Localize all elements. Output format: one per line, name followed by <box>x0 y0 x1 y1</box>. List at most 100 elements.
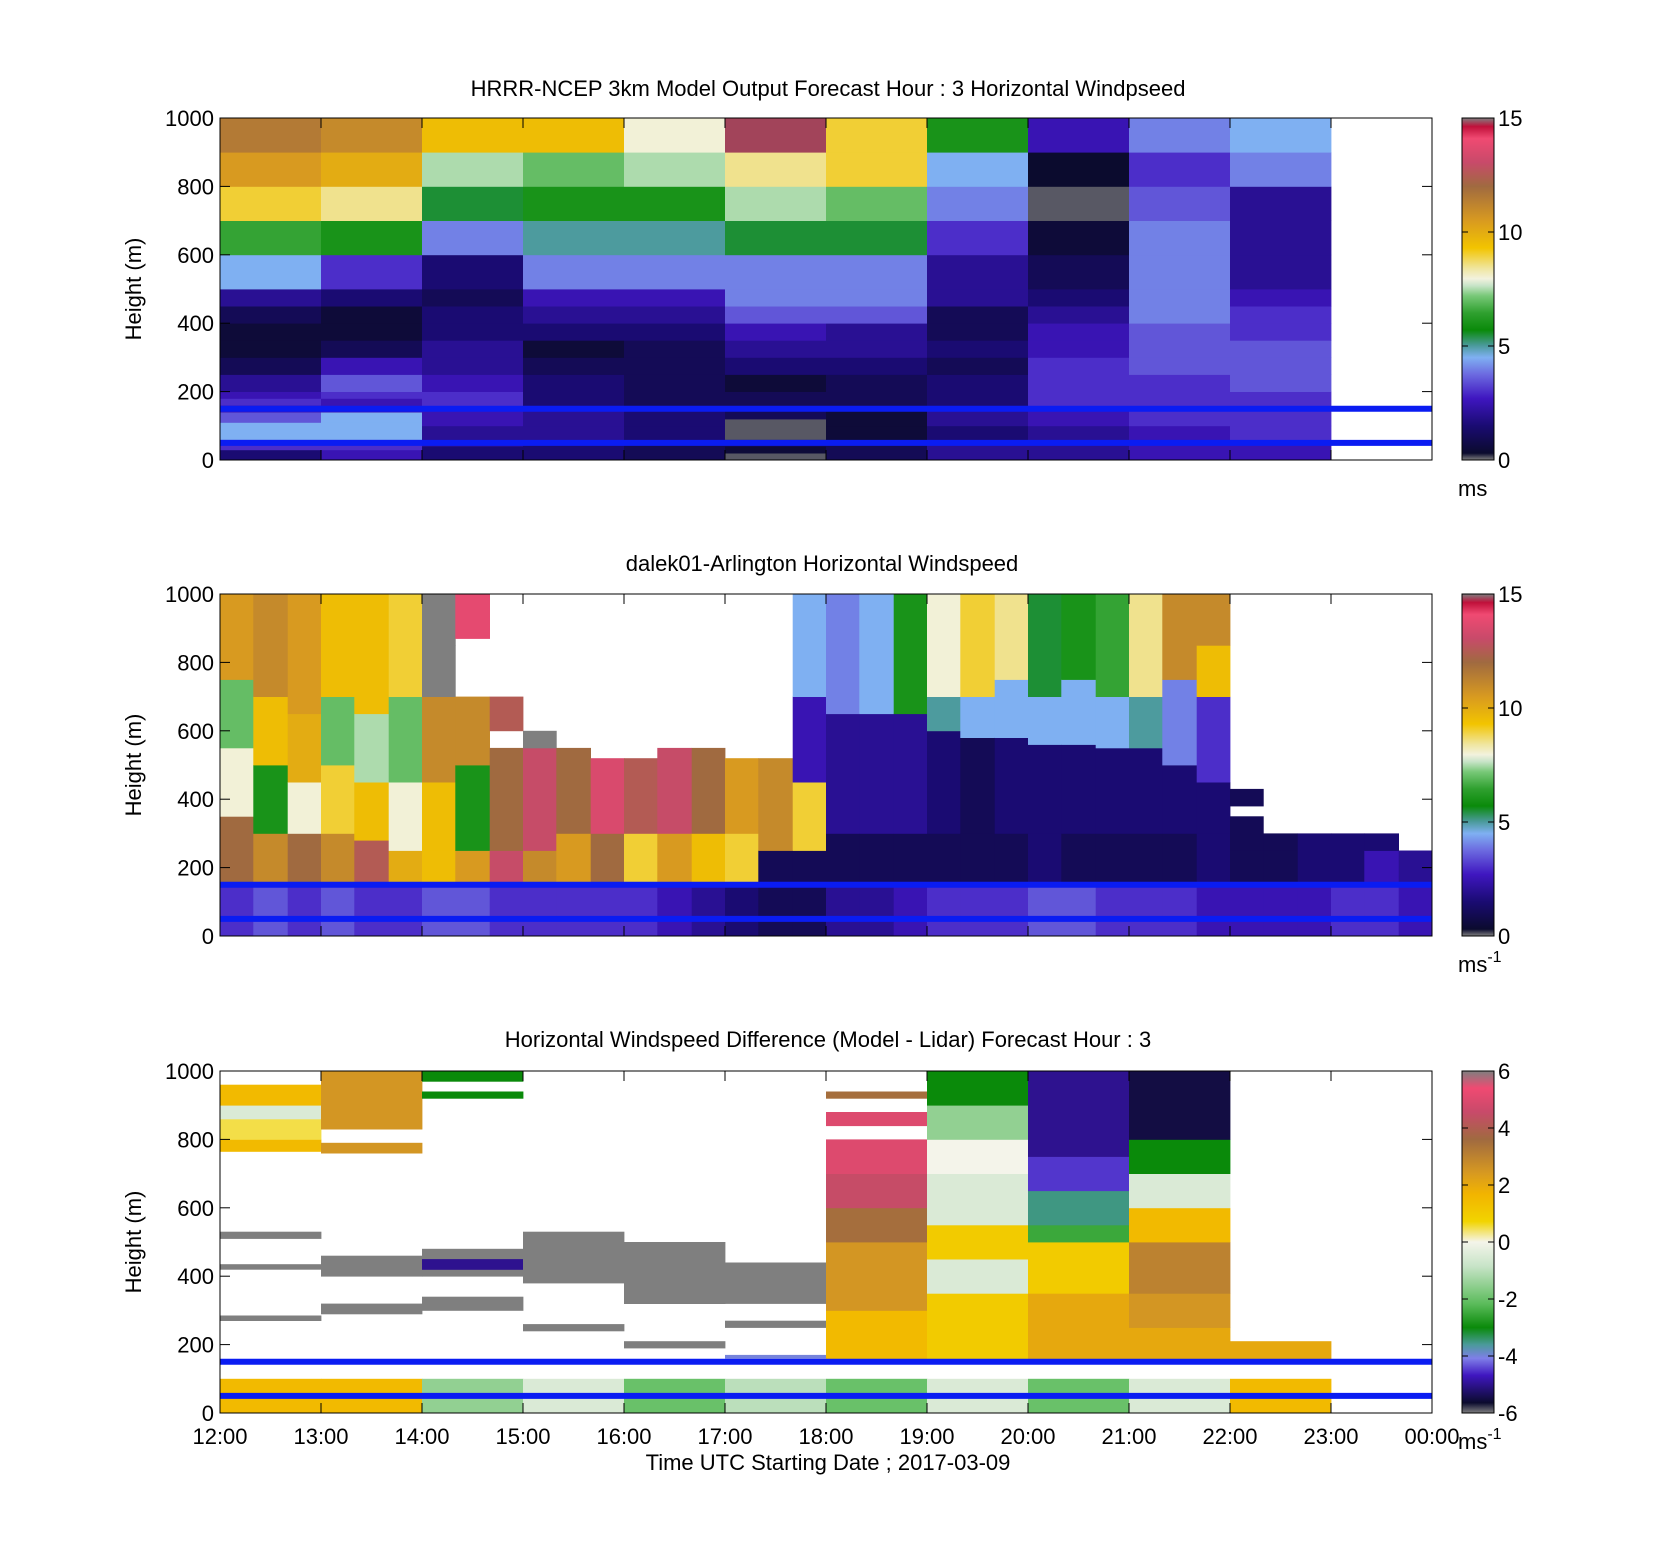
colorbar-tick-label: 10 <box>1498 696 1522 721</box>
y-tick-label: 400 <box>177 1264 214 1289</box>
heatmap-cell <box>321 289 423 307</box>
heatmap-cell <box>422 306 524 324</box>
panel-title: Horizontal Windspeed Difference (Model -… <box>505 1027 1151 1052</box>
heatmap-cell <box>422 323 524 341</box>
heatmap-cell <box>321 306 423 324</box>
heatmap-cell <box>422 850 456 886</box>
y-tick-label: 600 <box>177 719 214 744</box>
colorbar-tick-label: 0 <box>1498 1230 1510 1255</box>
heatmap-cell <box>893 594 928 715</box>
heatmap-cell <box>422 1071 524 1082</box>
heatmap-cell <box>1129 1242 1231 1294</box>
heatmap-cell <box>523 730 557 749</box>
heatmap-cell <box>1364 884 1399 937</box>
heatmap-cell <box>1196 884 1231 937</box>
heatmap-cell <box>960 833 995 886</box>
heatmap-cell <box>1028 340 1130 358</box>
heatmap-cell <box>624 186 726 221</box>
heatmap-cell <box>1129 594 1163 697</box>
heatmap-cell <box>220 152 322 187</box>
heatmap-cell <box>792 594 827 697</box>
heatmap-cell <box>624 306 726 324</box>
heatmap-cell <box>253 884 288 937</box>
heatmap-cell <box>422 408 524 427</box>
x-axis-ticks: 12:00 13:00 14:00 15:00 16:00 17:00 18:00 19:00… <box>192 1071 1460 1449</box>
x-tick-label: 20:00 <box>1000 1424 1055 1449</box>
heatmap-cell <box>1028 833 1062 886</box>
heatmap-cell <box>388 782 423 851</box>
heatmap-cell <box>1028 118 1130 153</box>
colorbar-gradient <box>1461 593 1495 937</box>
heatmap-cell <box>624 374 726 392</box>
x-tick-label: 15:00 <box>495 1424 550 1449</box>
heatmap-cell <box>826 220 928 256</box>
heatmap-cell <box>556 884 591 937</box>
heatmap-cell <box>960 696 995 738</box>
colorbar: 0 5 10 15 ms <box>1458 106 1522 501</box>
heatmap-cell <box>1230 289 1332 307</box>
heatmap-cell <box>220 186 322 221</box>
heatmap-cell <box>1028 1293 1130 1363</box>
heatmap-cell <box>927 254 1029 290</box>
heatmap-cell <box>927 442 1029 461</box>
heatmap-cell <box>826 1173 928 1209</box>
heatmap-cell <box>321 696 355 766</box>
heatmap-cell <box>220 747 254 817</box>
heatmap-cell <box>523 340 625 358</box>
heatmap-cell <box>422 425 524 440</box>
heatmap-cell <box>927 696 961 732</box>
heatmap-cell <box>523 186 625 221</box>
heatmap-cell <box>1061 833 1096 886</box>
heatmap-cell <box>422 391 524 410</box>
heatmap-cells <box>220 1071 1332 1414</box>
heatmap-cell <box>1398 884 1433 937</box>
heatmap-cell <box>388 594 423 697</box>
heatmap-cell <box>220 398 322 406</box>
heatmap-cell <box>927 357 1029 375</box>
heatmap-cell <box>321 220 423 256</box>
heatmap-cell <box>523 220 625 256</box>
colorbar-tick-label: -6 <box>1498 1401 1518 1426</box>
heatmap-cell <box>792 696 827 783</box>
heatmap-cell <box>725 1354 827 1359</box>
heatmap-cell <box>1129 357 1231 375</box>
heatmap-cell <box>1230 374 1332 392</box>
heatmap-cell <box>725 323 827 341</box>
heatmap-cell <box>523 289 625 307</box>
heatmap-cell <box>826 374 928 392</box>
heatmap-cell <box>422 152 524 187</box>
heatmap-cell <box>1095 594 1130 697</box>
heatmap-cell <box>691 833 726 886</box>
heatmap-cell <box>388 850 423 886</box>
heatmap-cell <box>321 374 423 392</box>
heatmap-cell <box>220 357 322 375</box>
heatmap-cell <box>1061 884 1096 937</box>
heatmap-cell <box>1028 323 1130 341</box>
heatmap-cell <box>1196 833 1231 886</box>
heatmap-cell <box>624 323 726 341</box>
y-tick-label: 600 <box>177 1196 214 1221</box>
y-tick-label: 1000 <box>165 1059 214 1084</box>
heatmap-cell <box>1028 391 1130 410</box>
heatmap-cell <box>657 884 692 937</box>
heatmap-cell <box>859 884 894 937</box>
heatmap-cell <box>792 850 827 886</box>
heatmap-cell <box>657 747 692 834</box>
colorbar-tick-label: 0 <box>1498 448 1510 473</box>
heatmap-cell <box>657 833 692 886</box>
heatmap-cell <box>253 765 288 834</box>
heatmap-cell <box>1028 442 1130 461</box>
heatmap-cell <box>220 594 254 680</box>
heatmap-cell <box>220 1084 322 1106</box>
heatmap-cell <box>826 833 860 886</box>
difference-panel: Horizontal Windspeed Difference (Model -… <box>121 1027 1518 1475</box>
heatmap-cell <box>725 1262 827 1304</box>
heatmap-cell <box>1230 442 1332 461</box>
heatmap-cell <box>1129 1173 1231 1209</box>
heatmap-cell <box>590 884 625 937</box>
heatmap-cell <box>624 425 726 444</box>
heatmap-cell <box>624 118 726 153</box>
heatmap-cell <box>826 1112 928 1127</box>
heatmap-cell <box>220 323 322 341</box>
